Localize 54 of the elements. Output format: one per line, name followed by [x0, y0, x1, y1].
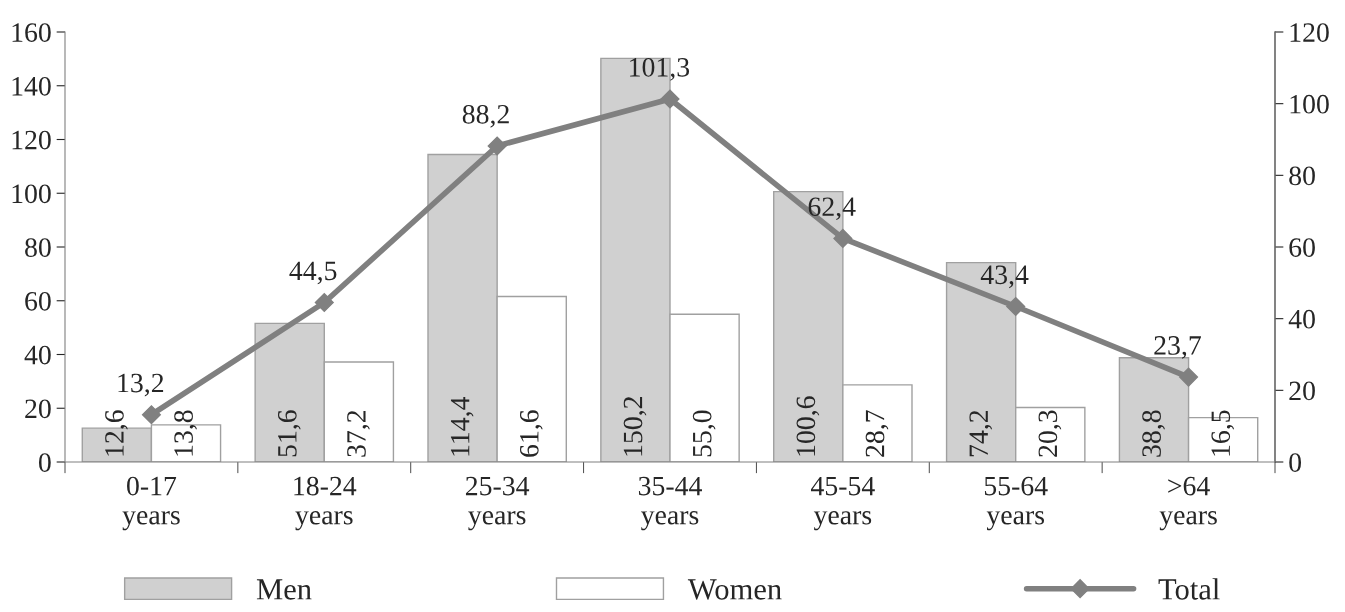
legend-label: Women [687, 579, 782, 600]
point [660, 89, 680, 109]
y-tick-label: 80 [25, 238, 51, 257]
data-label: 23,7 [1154, 336, 1201, 359]
data-label: 150,2 [623, 397, 647, 456]
y-tick-label: 20 [25, 399, 51, 419]
y2-tick-label: 120 [1290, 23, 1329, 42]
point [314, 293, 334, 313]
data-label: 100,6 [796, 396, 820, 456]
data-label: 55,0 [692, 410, 716, 457]
x-tick-label: 25-34 years [465, 476, 530, 531]
point [833, 228, 853, 248]
data-label: 88,2 [462, 104, 509, 128]
y-tick-label: 160 [12, 23, 51, 42]
y2-tick-label: 0 [1289, 453, 1302, 472]
y-tick-label: 120 [12, 130, 51, 150]
x-tick-label: 45-54 years [811, 476, 875, 531]
point [141, 405, 161, 425]
data-label: 38,8 [1142, 410, 1165, 457]
y2-tick-label: 100 [1290, 94, 1329, 114]
x-tick-label: 18-24 years [294, 476, 357, 531]
x-tick-label: >64 years [1159, 476, 1217, 531]
data-label: 62,4 [808, 197, 856, 221]
data-label: 13,2 [118, 373, 164, 397]
y-tick-label: 40 [24, 345, 51, 365]
data-label: 37,2 [347, 410, 370, 457]
y-tick-label: 0 [38, 453, 51, 472]
data-label: 28,7 [865, 410, 889, 457]
data-label: 20,3 [1038, 410, 1062, 457]
data-label: 43,4 [980, 265, 1029, 289]
point [1179, 367, 1199, 387]
y-tick-label: 140 [12, 76, 51, 96]
point [1006, 296, 1026, 317]
data-label: 44,5 [289, 261, 337, 285]
data-label: 101,3 [630, 57, 690, 81]
x-tick-label: 0-17 years [122, 476, 180, 531]
point [487, 136, 507, 156]
x-tick-label: 55-64 years [984, 476, 1048, 531]
data-label: 16,5 [1211, 410, 1235, 456]
data-label: 12,6 [105, 410, 128, 456]
x-tick-label: 35-44 years [638, 476, 702, 531]
y-tick-label: 60 [25, 291, 51, 311]
legend-label: Total [1158, 578, 1220, 600]
y-tick-label: 100 [12, 184, 51, 204]
legend-label: Men [256, 579, 312, 600]
data-label: 13,8 [174, 410, 197, 456]
data-label: 61,6 [520, 410, 543, 457]
data-label: 74,2 [969, 410, 993, 457]
y2-tick-label: 60 [1289, 238, 1315, 257]
data-label: 51,6 [278, 410, 301, 457]
y2-tick-label: 40 [1288, 309, 1315, 329]
data-label: 114,4 [450, 396, 474, 456]
y2-tick-label: 80 [1289, 166, 1315, 186]
y2-tick-label: 20 [1289, 381, 1315, 401]
